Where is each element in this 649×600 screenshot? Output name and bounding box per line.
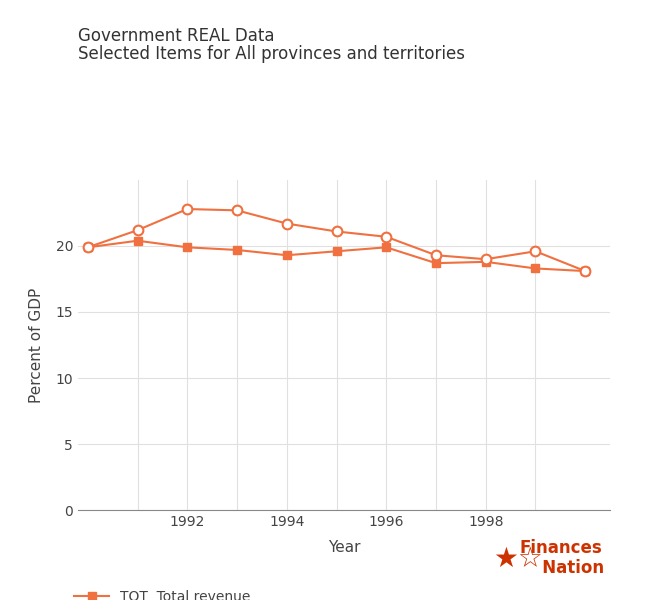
TOT, Total expenditure — [382, 233, 390, 241]
TOT, Total expenditure — [532, 248, 539, 255]
TOT, Total expenditure — [233, 207, 241, 214]
X-axis label: Year: Year — [328, 540, 360, 555]
TOT, Total revenue — [582, 268, 589, 275]
TOT, Total expenditure — [134, 227, 141, 234]
TOT, Total expenditure — [84, 244, 92, 251]
TOT, Total revenue — [283, 251, 291, 259]
Line: TOT, Total expenditure: TOT, Total expenditure — [83, 204, 590, 276]
TOT, Total revenue — [432, 260, 440, 267]
TOT, Total revenue — [382, 244, 390, 251]
Text: ★☆: ★☆ — [493, 545, 543, 573]
TOT, Total revenue — [84, 244, 92, 251]
TOT, Total expenditure — [184, 205, 191, 212]
TOT, Total expenditure — [283, 220, 291, 227]
TOT, Total expenditure — [333, 228, 341, 235]
Text: Government REAL Data: Government REAL Data — [78, 27, 275, 45]
Text: Finances
  Nation: Finances Nation — [519, 539, 604, 577]
Y-axis label: Percent of GDP: Percent of GDP — [29, 287, 44, 403]
TOT, Total revenue — [333, 248, 341, 255]
TOT, Total revenue — [184, 244, 191, 251]
TOT, Total expenditure — [432, 251, 440, 259]
Line: TOT, Total revenue: TOT, Total revenue — [84, 236, 589, 275]
Legend: TOT, Total revenue, TOT, Total expenditure: TOT, Total revenue, TOT, Total expenditu… — [74, 590, 277, 600]
TOT, Total revenue — [233, 247, 241, 254]
TOT, Total expenditure — [482, 256, 489, 263]
TOT, Total expenditure — [582, 268, 589, 275]
TOT, Total revenue — [532, 265, 539, 272]
TOT, Total revenue — [134, 237, 141, 244]
TOT, Total revenue — [482, 258, 489, 265]
Text: Selected Items for All provinces and territories: Selected Items for All provinces and ter… — [78, 45, 465, 63]
